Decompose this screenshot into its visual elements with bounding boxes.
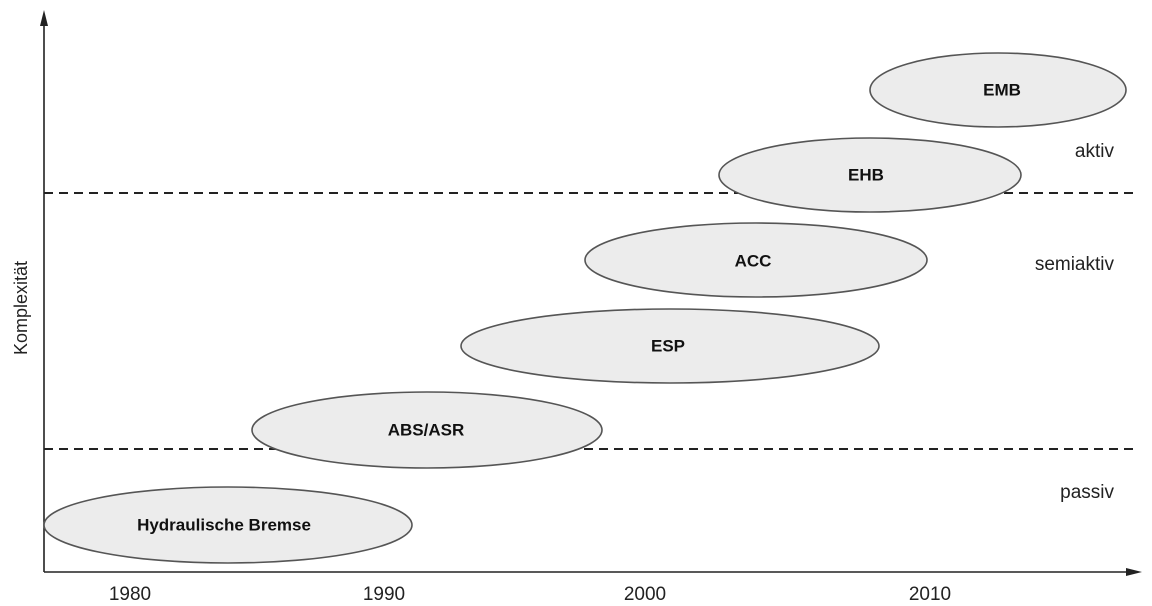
system-bubble-acc: ACC (584, 222, 928, 298)
bubble-shape (460, 308, 880, 384)
zone-label-aktiv: aktiv (1075, 141, 1115, 162)
x-tick-label: 2000 (624, 584, 666, 605)
y-axis-label: Komplexität (11, 261, 31, 355)
zone-label-semiaktiv: semiaktiv (1035, 254, 1115, 275)
zone-label-passiv: passiv (1060, 482, 1114, 503)
bubble-label: ABS/ASR (388, 420, 465, 439)
system-bubble-abs-asr: ABS/ASR (251, 391, 603, 469)
bubble-shape (43, 486, 413, 564)
x-tick-label: 1990 (363, 584, 405, 605)
x-tick-label: 2010 (909, 584, 951, 605)
x-tick-label: 1980 (109, 584, 151, 605)
bubble-shape (718, 137, 1022, 213)
bubble-label: ESP (651, 336, 685, 355)
bubble-label: EMB (983, 80, 1021, 99)
bubble-shape (251, 391, 603, 469)
bubble-label: ACC (735, 251, 772, 270)
system-bubble-hydraulische-bremse: Hydraulische Bremse (43, 486, 413, 564)
bubble-label: Hydraulische Bremse (137, 515, 311, 534)
bubble-shape (584, 222, 928, 298)
system-bubble-ehb: EHB (718, 137, 1022, 213)
bubble-label: EHB (848, 165, 884, 184)
x-axis-arrow-icon (1126, 568, 1142, 576)
system-bubble-esp: ESP (460, 308, 880, 384)
system-bubble-emb: EMB (869, 52, 1127, 128)
bubble-shape (869, 52, 1127, 128)
y-axis-arrow-icon (40, 10, 48, 26)
